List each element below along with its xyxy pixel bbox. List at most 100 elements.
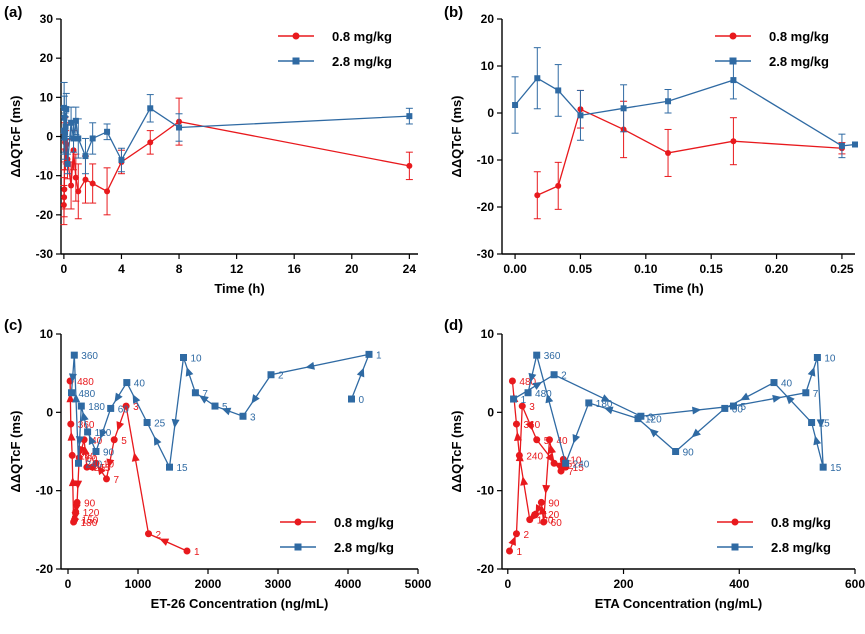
y-tick-label: -10 [36, 484, 54, 498]
x-tick-label: 8 [176, 262, 183, 276]
point-label: 90 [683, 448, 695, 459]
point-label: 120 [645, 415, 662, 426]
point-label: 40 [556, 436, 568, 447]
point-label: 10 [103, 459, 115, 470]
x-tick-label: 16 [288, 262, 302, 276]
y-tick-label: -10 [36, 169, 54, 183]
direction-arrow [785, 394, 795, 405]
x-axis-title: ET-26 Concentration (ng/mL) [151, 596, 329, 611]
direction-arrow [251, 394, 260, 404]
direction-arrow [692, 406, 702, 415]
point-label: 25 [819, 419, 831, 430]
panel-letter: (d) [444, 317, 463, 334]
direction-arrow [97, 465, 106, 476]
data-point [620, 105, 627, 112]
direction-arrow [185, 366, 194, 377]
series-red-0-8-mg-kg [60, 97, 413, 226]
direction-arrow [807, 366, 816, 377]
direction-arrow [74, 480, 83, 490]
plot-area: 1235710152540609012015018024036048001235… [66, 350, 382, 558]
y-tick-label: 30 [40, 12, 54, 26]
y-tick-label: 0 [487, 405, 494, 419]
point-label: 25 [154, 419, 166, 430]
y-tick-label: 10 [40, 327, 54, 341]
point-label: 1 [194, 547, 200, 558]
point-label: 15 [177, 463, 189, 474]
x-tick-label: 0.05 [569, 262, 593, 276]
data-point [838, 142, 845, 149]
data-point [61, 186, 68, 193]
direction-arrow [99, 429, 107, 439]
y-tick-label: -20 [36, 562, 54, 576]
point-label: 480 [77, 377, 94, 388]
data-point [73, 498, 81, 506]
data-point [145, 530, 152, 538]
direction-arrow [525, 421, 534, 431]
point-label: 3 [133, 402, 139, 413]
direction-arrow [66, 393, 75, 403]
direction-arrow [106, 458, 115, 469]
direction-arrow [114, 392, 123, 403]
data-point [72, 117, 79, 124]
x-tick-label: 20 [345, 262, 359, 276]
y-axis-title: ΔΔQTcF (ms) [8, 410, 23, 492]
point-label: 0 [359, 395, 365, 406]
point-label: 180 [596, 399, 613, 410]
x-tick-label: 0.00 [503, 262, 527, 276]
x-tick-label: 400 [729, 577, 749, 591]
point-label: 180 [537, 516, 554, 527]
panel-letter: (a) [4, 4, 22, 21]
data-point [67, 420, 75, 428]
data-point [557, 467, 565, 475]
point-label: 360 [81, 351, 98, 362]
data-point [365, 350, 373, 358]
data-point [239, 412, 247, 420]
point-label: 90 [84, 498, 96, 509]
point-label: 2 [561, 371, 567, 382]
plot-area [511, 47, 858, 220]
x-tick-label: 0.10 [634, 262, 658, 276]
point-label: 7 [202, 389, 208, 400]
data-point [562, 459, 570, 467]
data-point [672, 448, 680, 455]
legend-label: 2.8 mg/kg [334, 540, 394, 555]
point-label: 3 [529, 402, 535, 413]
point-label: 240 [79, 451, 96, 462]
y-tick-label: 10 [481, 327, 495, 341]
data-point [60, 202, 67, 209]
plot-area: 1235710152540609012018024036048012357101… [506, 351, 842, 558]
trajectory-line [70, 353, 371, 470]
direction-arrow [813, 435, 822, 446]
data-point [107, 404, 115, 412]
direction-arrow [72, 393, 81, 403]
data-point [524, 389, 532, 397]
y-tick-label: 0 [46, 130, 53, 144]
direction-arrow [816, 419, 825, 429]
data-point [84, 428, 92, 436]
data-point [110, 436, 118, 444]
point-label: 60 [732, 404, 744, 415]
data-point [68, 182, 75, 189]
direction-arrow [131, 452, 140, 462]
y-tick-label: -20 [477, 200, 495, 214]
legend-marker [294, 518, 302, 526]
data-point [533, 436, 541, 444]
data-point [82, 153, 89, 160]
data-point [770, 379, 778, 387]
direction-arrow [649, 428, 659, 438]
y-tick-label: -10 [477, 484, 495, 498]
x-tick-label: 0 [61, 262, 68, 276]
data-point [191, 389, 199, 397]
x-tick-label: 4000 [335, 577, 362, 591]
data-point [555, 87, 562, 94]
data-point [166, 463, 173, 471]
data-point [104, 128, 111, 135]
legend-label: 0.8 mg/kg [771, 515, 831, 530]
legend-marker [731, 543, 739, 551]
y-tick-label: -10 [477, 153, 495, 167]
direction-arrow [548, 444, 557, 454]
direction-arrow [528, 372, 537, 383]
